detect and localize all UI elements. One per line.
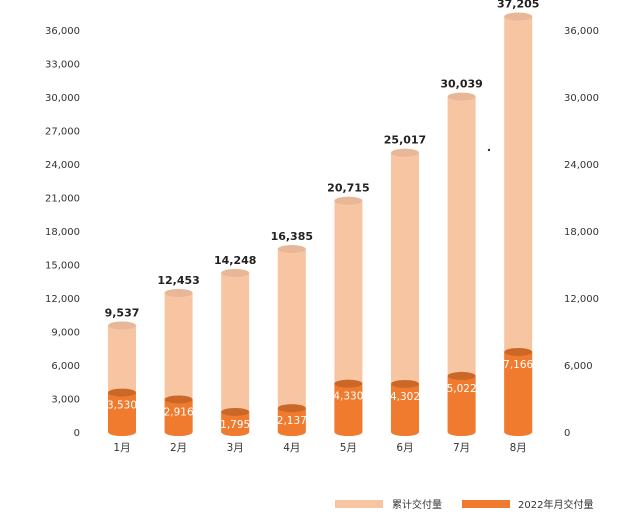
bar-cumulative-top	[108, 321, 136, 330]
bar-monthly-top	[334, 379, 363, 388]
bar-monthly-base	[334, 428, 363, 436]
y-left-tick-label: 3,000	[51, 395, 80, 406]
bar-cumulative-top	[504, 12, 533, 21]
x-tick-label: 8月	[510, 442, 527, 454]
x-tick-label: 7月	[453, 442, 470, 454]
y-right-tick-label: 12,000	[564, 294, 599, 305]
bar-cumulative-top	[277, 245, 306, 254]
y-right-tick-label: 6,000	[564, 361, 593, 372]
bar-monthly	[277, 408, 306, 432]
x-tick-label: 1月	[113, 442, 130, 454]
monthly-data-label: 5,022	[447, 383, 477, 395]
total-data-label: 25,017	[384, 134, 426, 147]
x-tick-label: 6月	[396, 442, 413, 454]
monthly-data-label: 7,166	[503, 359, 533, 371]
legend-swatch-cumulative	[335, 500, 383, 508]
bar-monthly-top	[504, 347, 533, 356]
bars: 9,537 3,530 12,453 2,916 14,248 1,795 16,385 2,…	[105, 0, 539, 436]
bar-cumulative-top	[334, 196, 363, 205]
y-axis-left: 0 3,000 6,000 9,000 12,000 15,000 18,000 21,000…	[45, 26, 80, 439]
x-tick-label: 2月	[170, 442, 187, 454]
bar-monthly-top	[164, 395, 193, 404]
bar-monthly-base	[221, 428, 250, 436]
y-right-tick-label: 30,000	[564, 93, 599, 104]
total-data-label: 12,453	[157, 274, 199, 287]
total-data-label: 9,537	[105, 307, 140, 320]
bar-monthly-top	[221, 407, 250, 416]
bar-monthly-base	[164, 428, 193, 436]
legend: 累计交付量 2022年月交付量	[335, 498, 593, 511]
monthly-data-label: 4,330	[333, 391, 363, 403]
legend-swatch-monthly	[462, 500, 510, 508]
y-axis-right: 0 6,000 12,000 18,000 24,000 30,000 36,000	[564, 26, 599, 439]
total-data-label: 14,248	[214, 254, 256, 267]
bar-monthly	[334, 383, 363, 432]
bar-monthly	[504, 351, 533, 432]
bar-cumulative	[277, 249, 306, 432]
y-left-tick-label: 12,000	[45, 294, 80, 305]
bar-monthly-top	[447, 371, 476, 380]
bar-cumulative-top	[447, 92, 476, 101]
monthly-data-label: 3,530	[107, 400, 137, 412]
bar-monthly	[164, 399, 193, 432]
total-data-label: 37,205	[497, 0, 539, 11]
y-right-tick-label: 24,000	[564, 160, 599, 171]
bar-cumulative-top	[391, 148, 419, 157]
bar-monthly	[447, 375, 476, 432]
monthly-data-label: 2,137	[277, 415, 307, 427]
monthly-data-label: 4,302	[390, 391, 420, 403]
y-left-tick-label: 24,000	[45, 160, 80, 171]
stray-dot	[487, 148, 491, 152]
total-data-label: 16,385	[271, 230, 313, 243]
monthly-data-label: 1,795	[220, 419, 250, 431]
x-axis: 1月 2月 3月 4月 5月 6月 7月 8月	[113, 442, 526, 454]
y-left-tick-label: 33,000	[45, 60, 80, 71]
bar-monthly-base	[108, 428, 136, 436]
bar-monthly-top	[108, 388, 136, 397]
bar-monthly-base	[447, 428, 476, 436]
y-right-tick-label: 18,000	[564, 227, 599, 238]
bar-monthly	[221, 411, 250, 432]
y-left-tick-label: 30,000	[45, 93, 80, 104]
bar-monthly-top	[277, 404, 306, 413]
bar-monthly	[108, 392, 136, 432]
y-left-tick-label: 21,000	[45, 194, 80, 205]
y-left-tick-label: 15,000	[45, 261, 80, 272]
bar-monthly	[391, 383, 419, 432]
bar-monthly-base	[277, 428, 306, 436]
bar-monthly-base	[391, 428, 419, 436]
y-right-tick-label: 36,000	[564, 26, 599, 37]
y-left-tick-label: 18,000	[45, 227, 80, 238]
legend-label-monthly: 2022年月交付量	[518, 498, 593, 511]
total-data-label: 30,039	[440, 78, 482, 91]
y-right-tick-label: 0	[564, 428, 570, 439]
x-tick-label: 3月	[227, 442, 244, 454]
y-left-tick-label: 0	[74, 428, 80, 439]
bar-cumulative	[221, 272, 250, 432]
bar-cumulative-top	[164, 288, 193, 297]
monthly-data-label: 2,916	[164, 406, 194, 418]
x-tick-label: 4月	[283, 442, 300, 454]
y-left-tick-label: 27,000	[45, 127, 80, 138]
bar-monthly-top	[391, 379, 419, 388]
y-left-tick-label: 36,000	[45, 26, 80, 37]
y-left-tick-label: 6,000	[51, 361, 80, 372]
total-data-label: 20,715	[327, 182, 369, 195]
bar-monthly-base	[504, 428, 533, 436]
y-left-tick-label: 9,000	[51, 328, 80, 339]
x-tick-label: 5月	[340, 442, 357, 454]
legend-label-cumulative: 累计交付量	[392, 498, 442, 511]
bar-cumulative-top	[221, 268, 250, 277]
